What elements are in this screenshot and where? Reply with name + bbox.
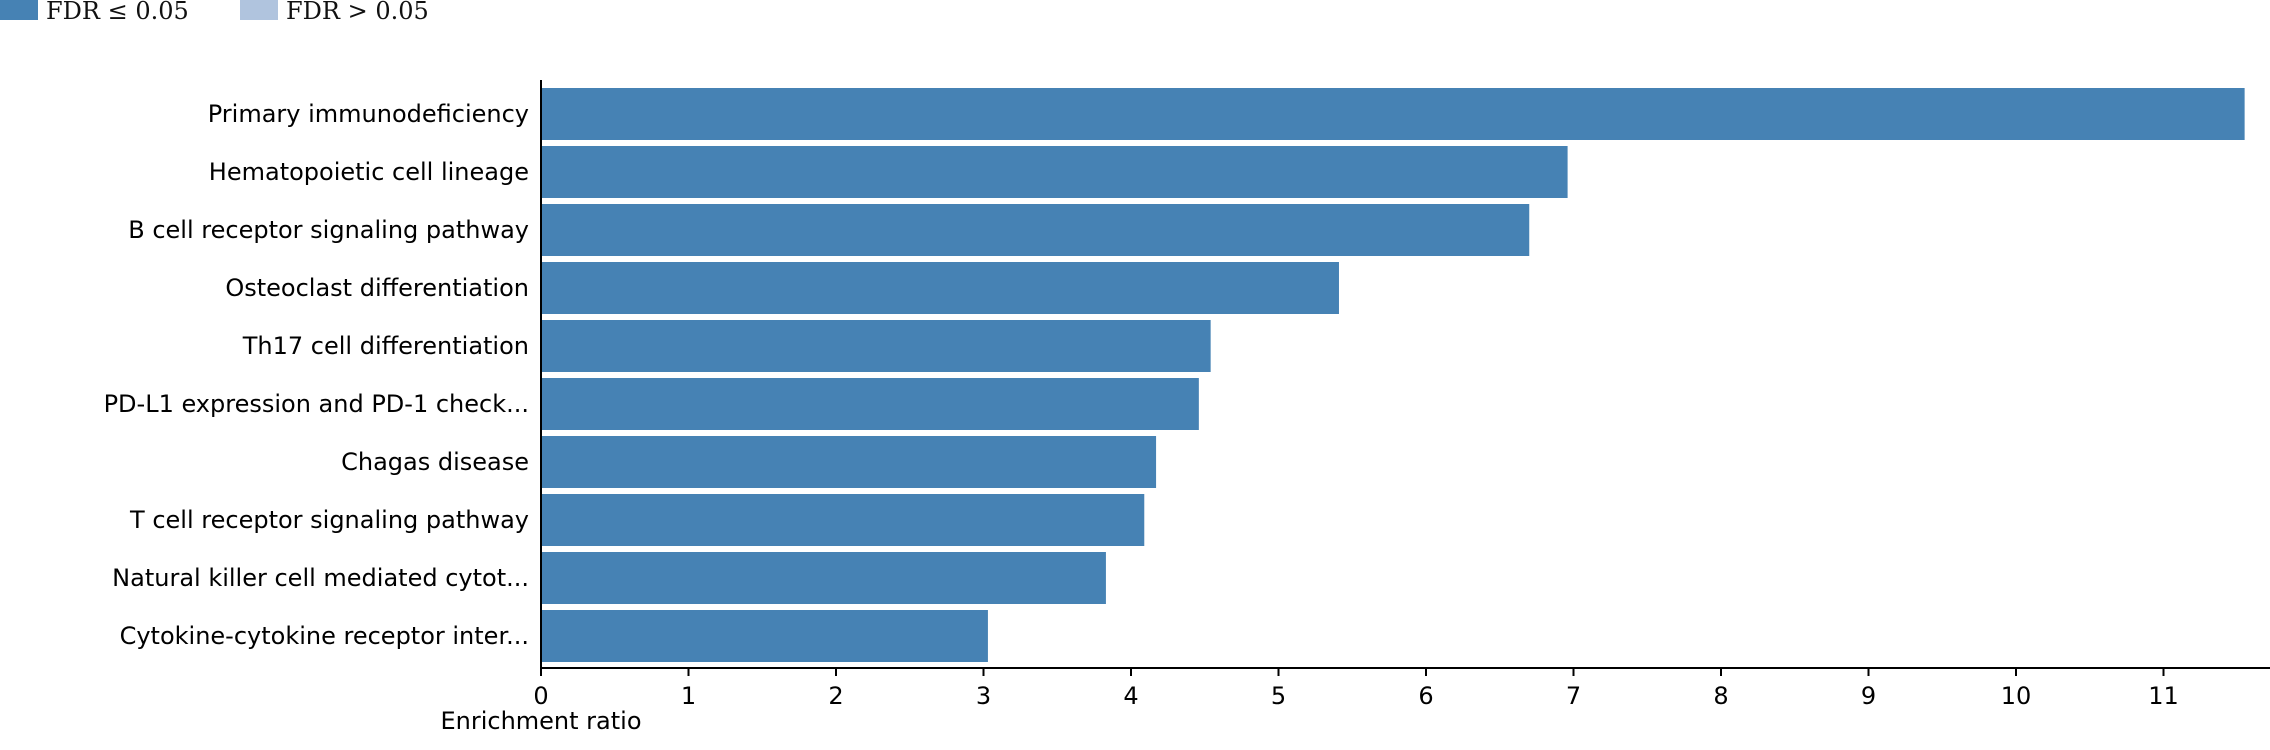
legend-label: FDR > 0.05 — [286, 0, 429, 25]
x-tick-label: 11 — [2148, 682, 2179, 710]
category-label: Hematopoietic cell lineage — [209, 158, 529, 186]
category-labels: Primary immunodeficiency Hematopoietic ce… — [104, 100, 529, 650]
bars — [541, 88, 2245, 662]
category-label: Natural killer cell mediated cytot... — [112, 564, 529, 592]
category-label: T cell receptor signaling pathway — [129, 506, 529, 534]
bar — [541, 262, 1339, 314]
legend-swatch — [240, 0, 278, 20]
axes: 0 1 2 3 4 5 6 7 8 9 10 11 — [533, 80, 2270, 710]
x-tick-label: 0 — [533, 682, 548, 710]
category-label: Th17 cell differentiation — [242, 332, 529, 360]
bar — [541, 146, 1568, 198]
category-label: Chagas disease — [341, 448, 529, 476]
x-axis-title: Enrichment ratio — [440, 707, 641, 735]
bar — [541, 204, 1530, 256]
x-tick-label: 2 — [828, 682, 843, 710]
x-tick-label: 4 — [1123, 682, 1138, 710]
x-tick-label: 1 — [681, 682, 696, 710]
category-label: PD-L1 expression and PD-1 check... — [104, 390, 529, 418]
x-tick-label: 6 — [1418, 682, 1433, 710]
x-tick-label: 3 — [976, 682, 991, 710]
bar — [541, 494, 1145, 546]
x-tick-label: 9 — [1861, 682, 1876, 710]
bar — [541, 610, 988, 662]
legend-swatch — [0, 0, 38, 20]
bar — [541, 378, 1199, 430]
bar — [541, 436, 1157, 488]
bar — [541, 88, 2245, 140]
x-tick-label: 5 — [1271, 682, 1286, 710]
legend-label: FDR ≤ 0.05 — [46, 0, 189, 25]
category-label: Osteoclast differentiation — [225, 274, 529, 302]
bar — [541, 552, 1106, 604]
category-label: Cytokine-cytokine receptor inter... — [120, 622, 529, 650]
category-label: B cell receptor signaling pathway — [128, 216, 529, 244]
bar — [541, 320, 1211, 372]
legend: FDR ≤ 0.05 FDR > 0.05 — [0, 0, 429, 25]
x-tick-label: 7 — [1566, 682, 1581, 710]
category-label: Primary immunodeficiency — [208, 100, 529, 128]
x-tick-label: 10 — [2001, 682, 2032, 710]
x-tick-label: 8 — [1713, 682, 1728, 710]
